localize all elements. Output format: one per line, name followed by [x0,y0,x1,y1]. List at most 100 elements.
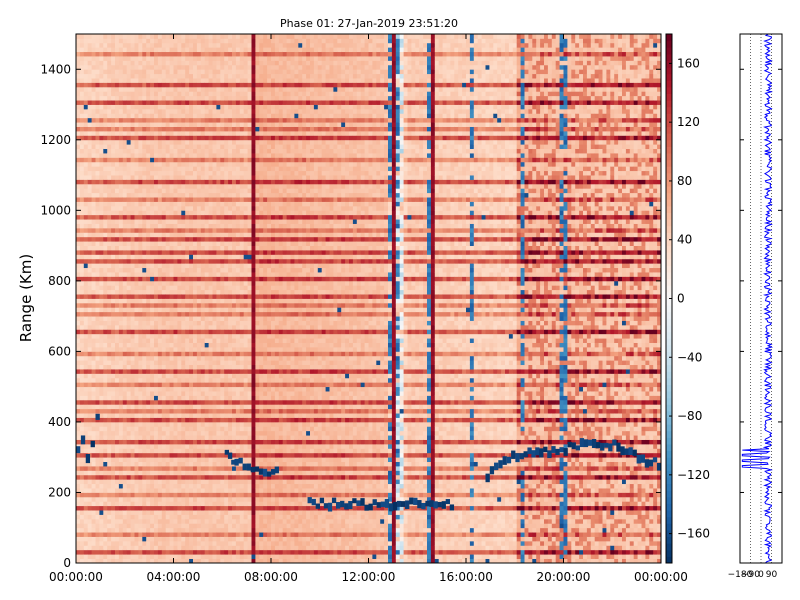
heatmap-cell [146,100,151,105]
heatmap-cell [169,82,174,88]
heatmap-cell [200,82,206,88]
heatmap-cell [142,307,147,313]
heatmap-cell [107,197,112,202]
heatmap-cell [122,280,128,286]
heatmap-cell [146,470,151,476]
heatmap-cell [126,421,131,427]
heatmap-cell [99,408,104,414]
heatmap-cell [126,280,131,286]
heatmap-cell [208,135,213,141]
heatmap-cell [189,426,194,432]
heatmap-cell [138,250,143,255]
heatmap-cell [83,56,89,61]
heatmap-cell [232,205,237,211]
heatmap-cell [181,479,186,485]
heatmap-cell [189,144,194,150]
heatmap-cell [157,272,163,277]
heatmap-cell [115,82,120,88]
heatmap-cell [193,179,198,185]
heatmap-cell [118,144,124,150]
heatmap-cell [228,86,233,92]
heatmap-cell [76,34,81,39]
heatmap-cell [220,60,225,66]
heatmap-cell [208,391,213,396]
heatmap-cell [173,272,178,277]
heatmap-cell [189,113,194,119]
heatmap-cell [154,73,159,79]
heatmap-cell [87,245,92,251]
heatmap-cell [130,408,135,414]
heatmap-cell [76,421,81,427]
heatmap-cell [142,263,147,269]
heatmap-cell [122,461,128,467]
heatmap-cell [107,144,112,150]
heatmap-cell [189,461,194,467]
heatmap-cell [196,166,202,172]
heatmap-cell [161,219,167,224]
heatmap-cell [165,549,170,555]
heatmap-cell [146,86,151,92]
heatmap-cell [177,395,182,401]
heatmap-cell [212,210,217,216]
heatmap-cell [118,82,124,88]
heatmap-cell [99,34,104,39]
heatmap-cell [212,532,217,537]
heatmap-cell [235,399,241,405]
heatmap-cell [83,267,89,273]
heatmap-cell [142,369,147,374]
heatmap-cell [224,126,229,132]
heatmap-cell [99,153,104,158]
heatmap-cell [142,483,147,489]
heatmap-cell [212,320,217,326]
heatmap-cell [193,492,198,498]
heatmap-cell [235,470,241,476]
heatmap-cell [115,382,120,388]
heatmap-cell [103,302,108,308]
heatmap-cell [111,452,116,458]
heatmap-cell [161,42,167,48]
heatmap-cell [165,408,170,414]
heatmap-cell [122,227,128,233]
heatmap-cell [130,369,135,374]
heatmap-cell [181,360,186,366]
heatmap-cell [134,42,139,48]
heatmap-cell [216,214,221,220]
heatmap-cell [79,355,85,361]
heatmap-cell [83,351,89,357]
heatmap-cell [95,382,100,388]
heatmap-cell [99,413,104,418]
heatmap-cell [83,408,89,414]
heatmap-cell [118,386,124,392]
heatmap-cell [91,144,96,150]
heatmap-cell [165,144,170,150]
heatmap-cell [181,153,186,158]
heatmap-cell [122,69,128,75]
heatmap-cell [103,417,108,423]
heatmap-cell [165,56,170,61]
heatmap-cell [204,430,209,436]
heatmap-cell [232,382,237,388]
heatmap-cell [189,148,194,154]
heatmap-cell [185,545,190,551]
heatmap-cell [208,236,213,242]
heatmap-cell [196,183,202,189]
heatmap-cell [126,254,131,260]
heatmap-cell [142,254,147,260]
heatmap-cell [111,250,116,255]
heatmap-cell [118,377,124,383]
heatmap-cell [146,391,151,396]
heatmap-cell [161,364,167,370]
heatmap-cell [208,126,213,132]
heatmap-cell [224,280,229,286]
heatmap-cell [95,404,100,410]
heatmap-cell [228,82,233,88]
heatmap-cell [196,329,202,335]
heatmap-cell [154,34,159,39]
heatmap-cell [107,536,112,542]
heatmap-cell [99,532,104,537]
heatmap-cell [134,311,139,317]
heatmap-cell [118,426,124,432]
heatmap-cell [134,505,139,511]
heatmap-cell [146,364,151,370]
heatmap-cell [165,122,170,127]
